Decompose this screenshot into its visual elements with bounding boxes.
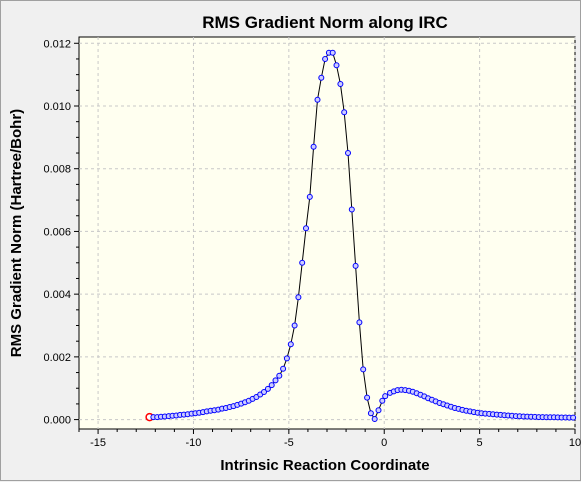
data-point[interactable] bbox=[268, 382, 275, 389]
data-point[interactable] bbox=[264, 385, 271, 392]
data-point[interactable] bbox=[379, 397, 386, 404]
data-point[interactable] bbox=[272, 377, 279, 384]
y-tick-label: 0.006 bbox=[43, 226, 71, 238]
x-tick-label: 0 bbox=[381, 437, 387, 449]
data-point[interactable] bbox=[337, 81, 344, 87]
data-point[interactable] bbox=[356, 319, 363, 326]
data-point[interactable] bbox=[314, 96, 321, 103]
data-point[interactable] bbox=[371, 416, 378, 422]
x-axis-label: Intrinsic Reaction Coordinate bbox=[220, 457, 429, 474]
y-axis-label: RMS Gradient Norm (Hartree/Bohr) bbox=[8, 109, 25, 357]
marker-layer bbox=[145, 49, 577, 422]
plot-area bbox=[78, 36, 576, 430]
data-point[interactable] bbox=[291, 322, 298, 329]
data-point[interactable] bbox=[276, 372, 283, 379]
data-point[interactable] bbox=[367, 410, 374, 417]
data-point[interactable] bbox=[306, 193, 313, 200]
x-tick-label: -10 bbox=[186, 437, 202, 449]
x-tick-label: 10 bbox=[569, 437, 581, 449]
data-point[interactable] bbox=[280, 365, 287, 372]
data-point[interactable] bbox=[341, 109, 348, 116]
data-point[interactable] bbox=[295, 294, 302, 301]
data-point[interactable] bbox=[283, 355, 290, 362]
y-tick-label: 0.000 bbox=[43, 415, 71, 427]
data-point[interactable] bbox=[360, 366, 367, 373]
data-point[interactable] bbox=[322, 56, 329, 62]
data-point[interactable] bbox=[329, 49, 336, 56]
x-tick-label: -5 bbox=[284, 437, 294, 449]
data-point[interactable] bbox=[352, 262, 359, 269]
y-tick-label: 0.008 bbox=[43, 164, 71, 176]
x-tick-label: 5 bbox=[477, 437, 483, 449]
data-point[interactable] bbox=[310, 143, 317, 150]
x-tick-label: -15 bbox=[90, 437, 106, 449]
data-point[interactable] bbox=[318, 74, 325, 81]
data-point[interactable] bbox=[299, 259, 306, 266]
chart-title: RMS Gradient Norm along IRC bbox=[202, 13, 448, 32]
grid bbox=[79, 37, 576, 429]
data-point[interactable] bbox=[345, 150, 351, 156]
data-point[interactable] bbox=[364, 394, 371, 401]
y-tick-label: 0.002 bbox=[43, 352, 71, 364]
data-point[interactable] bbox=[261, 389, 267, 395]
data-point[interactable] bbox=[570, 414, 577, 421]
y-tick-label: 0.012 bbox=[43, 38, 71, 50]
data-point[interactable] bbox=[287, 341, 294, 348]
axes: -15 -10 -5 0 5 10 0.000 0.002 0.004 0.006 0.008 0.0… bbox=[43, 38, 581, 449]
data-point[interactable] bbox=[375, 407, 382, 414]
data-point[interactable] bbox=[333, 62, 340, 69]
data-point[interactable] bbox=[303, 225, 309, 232]
data-point[interactable] bbox=[348, 206, 355, 213]
y-tick-label: 0.010 bbox=[43, 101, 71, 113]
data-point[interactable] bbox=[382, 393, 389, 400]
y-tick-label: 0.004 bbox=[43, 289, 71, 301]
